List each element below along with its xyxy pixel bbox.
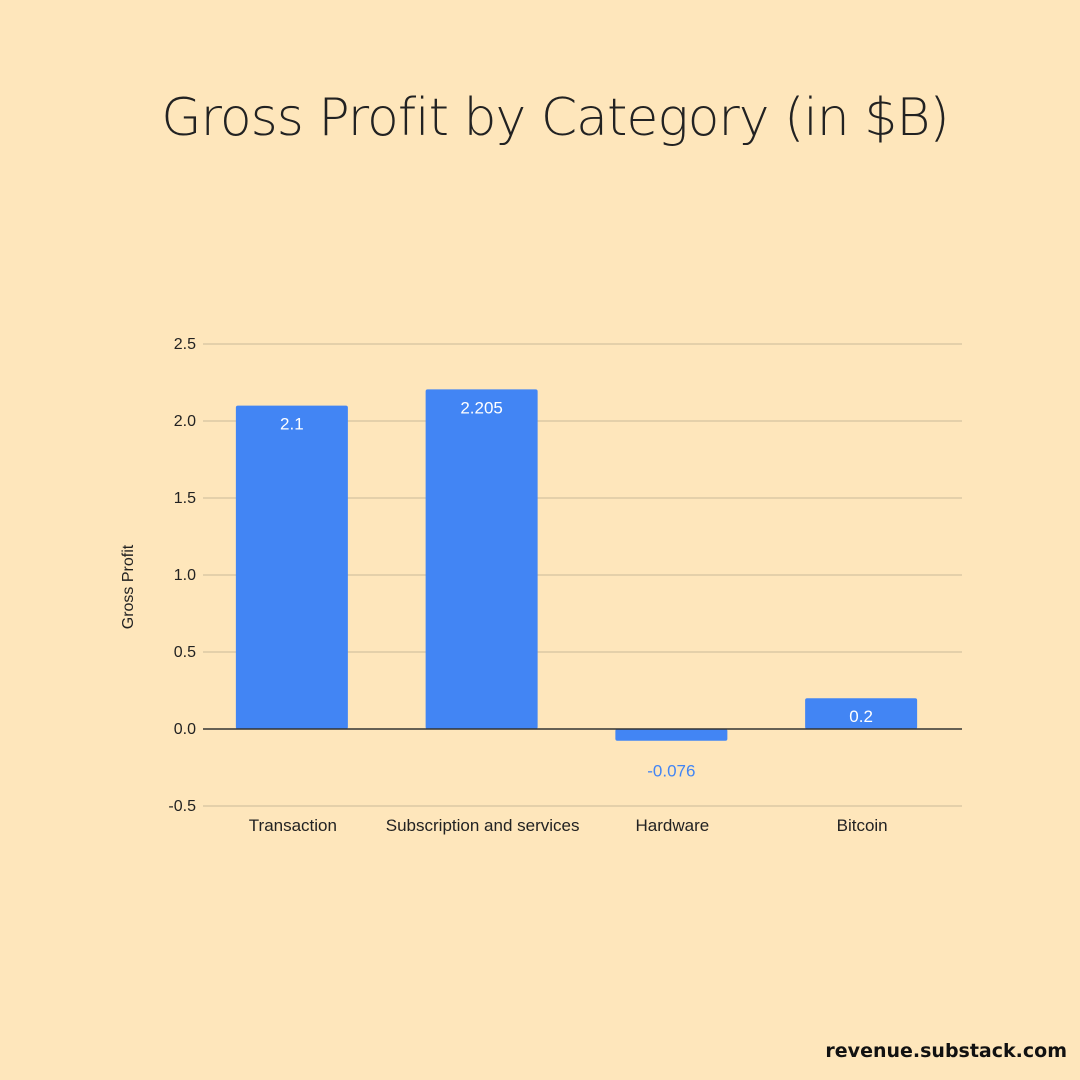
x-axis-labels: Transaction Subscription and services Hard… (249, 816, 888, 835)
y-tick-label: 2.5 (174, 336, 196, 353)
y-tick-label: 0.0 (174, 721, 196, 738)
bar (615, 729, 728, 741)
chart-title: Gross Profit by Category (in $B) (161, 88, 949, 148)
bar (425, 389, 538, 729)
x-tick-label: Bitcoin (837, 816, 888, 835)
y-tick-label: 2.0 (174, 413, 196, 430)
y-tick-label: -0.5 (168, 798, 196, 815)
data-label: 2.1 (280, 415, 304, 434)
bar (235, 405, 348, 729)
y-tick-label: 1.0 (174, 567, 196, 584)
watermark: revenue.substack.com (825, 1040, 1067, 1062)
y-axis-ticks: 2.5 2.0 1.5 1.0 0.5 0.0 -0.5 (168, 336, 196, 815)
y-axis-title: Gross Profit (120, 544, 137, 629)
data-label: 0.2 (849, 707, 873, 726)
y-tick-label: 1.5 (174, 490, 196, 507)
bar (805, 698, 918, 729)
data-label: 2.205 (460, 398, 503, 417)
x-tick-label: Subscription and services (386, 816, 580, 835)
data-labels: 2.1 2.205 -0.076 0.2 (280, 398, 873, 780)
bars (235, 389, 918, 741)
x-tick-label: Transaction (249, 816, 337, 835)
y-tick-label: 0.5 (174, 644, 196, 661)
data-label: -0.076 (647, 762, 695, 781)
x-tick-label: Hardware (636, 816, 710, 835)
